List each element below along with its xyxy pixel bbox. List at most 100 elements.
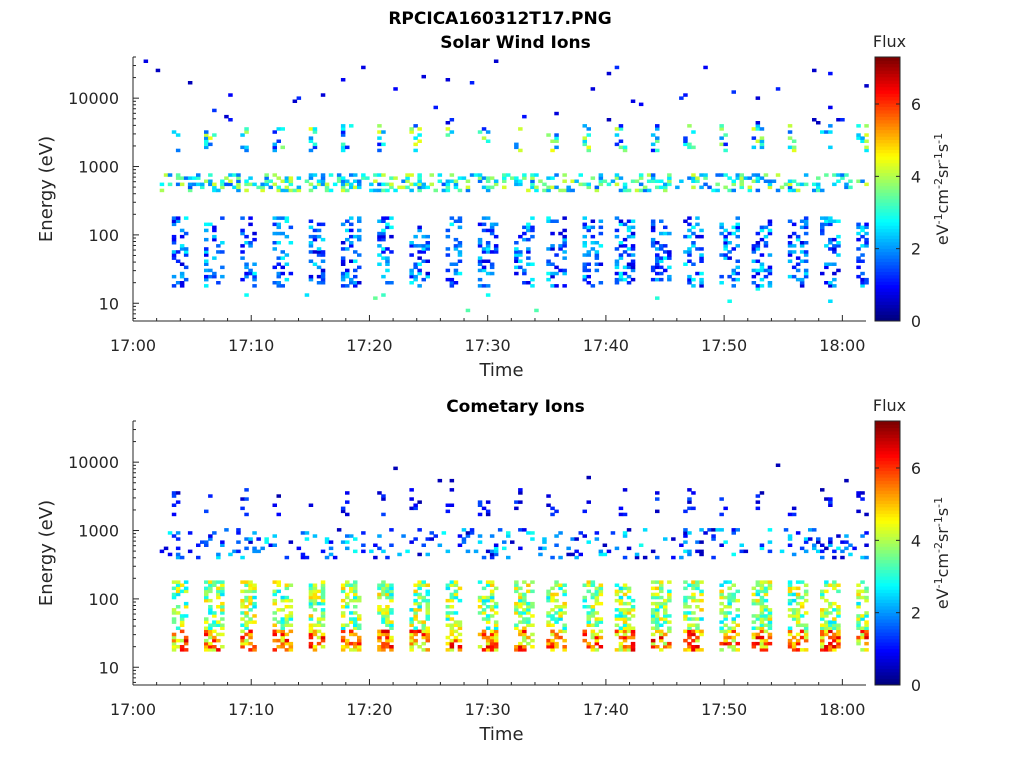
flux-cell [542, 540, 547, 544]
flux-cell [735, 176, 740, 180]
flux-cell [389, 623, 394, 627]
flux-cell [530, 262, 535, 266]
flux-cell [353, 626, 358, 630]
flux-cell [803, 629, 809, 634]
flux-cell [449, 583, 455, 587]
flux-cell [795, 592, 801, 597]
flux-cell [381, 293, 386, 297]
flux-cell [272, 142, 277, 147]
flux-cell [357, 623, 362, 627]
flux-cell [280, 231, 285, 236]
flux-cell [731, 629, 736, 634]
flux-cell [449, 626, 455, 630]
flux-cell [377, 244, 382, 248]
flux-cell [751, 145, 757, 150]
colorbar-segment [875, 592, 900, 597]
flux-cell [860, 648, 865, 652]
flux-cell [171, 234, 177, 239]
flux-cell [626, 274, 632, 279]
flux-cell [320, 645, 326, 649]
flux-cell [381, 250, 386, 254]
flux-cell [824, 580, 829, 584]
flux-cell [381, 173, 386, 177]
flux-cell [312, 534, 318, 538]
flux-cell [554, 620, 559, 624]
flux-cell [787, 274, 793, 279]
flux-cell [530, 225, 535, 230]
flux-cell [711, 534, 716, 538]
flux-cell [731, 225, 736, 230]
flux-cell [687, 145, 692, 150]
flux-cell [759, 237, 765, 242]
flux-cell [179, 645, 185, 649]
flux-cell [844, 173, 849, 177]
flux-cell [465, 308, 471, 313]
flux-cell [385, 225, 390, 230]
flux-cell [530, 638, 535, 643]
flux-cell [630, 635, 636, 640]
flux-cell [735, 623, 740, 627]
flux-cell [655, 241, 660, 245]
flux-cell [276, 256, 281, 260]
flux-cell [550, 608, 555, 612]
flux-cell [248, 648, 253, 652]
flux-cell [345, 219, 350, 223]
flux-cell [803, 250, 809, 254]
flux-cell [320, 580, 326, 584]
flux-cell [224, 528, 229, 532]
flux-cell [280, 265, 285, 270]
flux-cell [493, 549, 499, 554]
flux-cell [353, 274, 358, 279]
flux-cell [562, 589, 567, 594]
flux-cell [385, 635, 390, 640]
flux-cell [272, 534, 277, 538]
colorbar-segment [875, 678, 900, 683]
flux-cell [280, 127, 285, 131]
flux-cell [340, 259, 346, 263]
colorbar-segment [875, 109, 900, 114]
colorbar-segment [875, 205, 900, 210]
flux-cell [836, 623, 841, 627]
flux-cell [220, 632, 225, 637]
flux-cell [276, 494, 281, 498]
colorbar-segment [875, 450, 900, 455]
flux-cell [465, 185, 471, 190]
flux-cell [353, 632, 358, 637]
flux-cell [481, 595, 487, 600]
flux-cell [453, 219, 459, 223]
flux-cell [489, 265, 495, 270]
flux-cell [614, 142, 620, 147]
flux-cell [586, 583, 591, 587]
flux-cell [864, 620, 869, 624]
flux-cell [280, 284, 285, 288]
flux-cell [340, 648, 346, 652]
flux-cell [216, 555, 221, 560]
flux-cell [284, 623, 290, 627]
flux-cell [324, 540, 330, 544]
flux-cell [816, 182, 821, 187]
flux-cell [485, 626, 491, 630]
flux-cell [236, 540, 241, 544]
flux-cell [308, 188, 314, 193]
flux-cell [187, 81, 193, 85]
flux-cell [864, 611, 869, 615]
flux-cell [695, 605, 700, 609]
flux-cell [272, 592, 277, 597]
flux-cell [554, 617, 559, 621]
flux-cell [288, 583, 294, 587]
flux-cell [232, 173, 237, 177]
flux-cell [663, 617, 668, 621]
flux-cell [546, 271, 551, 276]
flux-cell [820, 611, 825, 615]
flux-cell [171, 592, 177, 597]
flux-cell [590, 247, 596, 251]
flux-cell [626, 586, 632, 591]
flux-cell [812, 118, 817, 122]
colorbar-segment [875, 317, 900, 322]
flux-cell [655, 605, 660, 609]
flux-cell [614, 228, 620, 233]
flux-cell [417, 605, 422, 609]
colorbar-segment [875, 113, 900, 117]
flux-cell [727, 626, 732, 630]
flux-cell [220, 265, 225, 270]
